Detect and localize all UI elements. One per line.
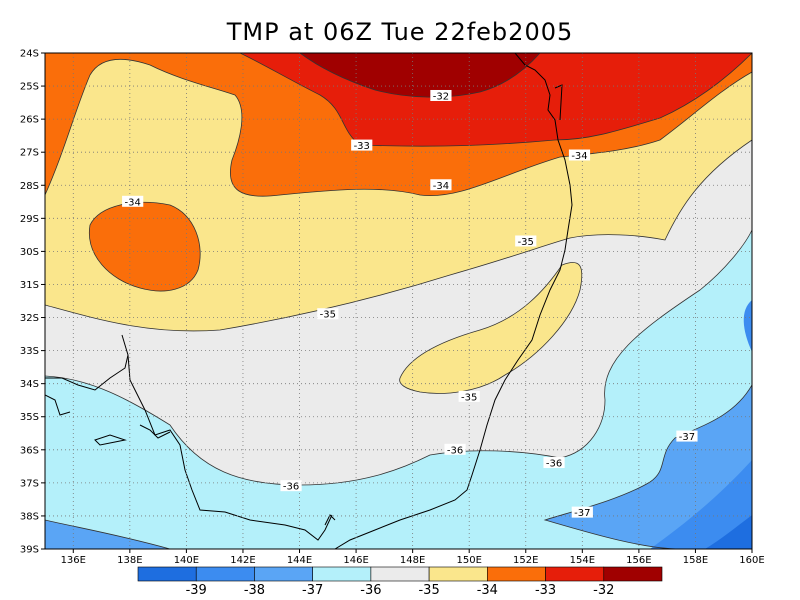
coastline-layer	[45, 53, 573, 549]
colorbar-swatch	[312, 566, 372, 582]
contour-label: -32	[433, 91, 449, 102]
lon-tick-label: 150E	[456, 555, 481, 566]
lat-tick-label: 30S	[20, 247, 39, 258]
colorbar-swatch	[254, 566, 313, 582]
contour-label-bg	[122, 195, 144, 207]
map-frame	[44, 52, 753, 550]
contour-label: -36	[447, 445, 463, 456]
lon-tick-label: 146E	[343, 555, 368, 566]
band-minus-33-west-blob	[89, 202, 201, 291]
contour-label: -34	[124, 197, 140, 208]
colorbar-swatch	[545, 566, 605, 582]
lon-tick-label: 140E	[174, 555, 199, 566]
colorbar-label: -39	[186, 583, 207, 598]
contour-label-bg	[351, 139, 373, 151]
lat-tick-label: 28S	[20, 181, 39, 192]
lat-tick-label: 35S	[20, 412, 39, 423]
colorbar-swatch	[370, 566, 430, 582]
lon-tick-label: 148E	[400, 555, 425, 566]
contour-labels: -32 -33 -34 -34 -34 -35 -35 -35 -36 -36 -36 -37 -37	[122, 89, 698, 519]
lon-tick-label: 160E	[739, 555, 764, 566]
contour-label: -36	[546, 459, 562, 470]
contour-label: -34	[433, 181, 449, 192]
band-minus-36	[45, 230, 752, 549]
colorbar-label: -36	[360, 583, 381, 598]
colorbar-label: -38	[244, 583, 265, 598]
colorbar: -39 -38 -37 -36 -35 -34 -33 -32	[137, 566, 663, 598]
band-minus-34-tongue	[399, 262, 582, 394]
contour-label-bg	[458, 390, 480, 402]
colorbar-swatch	[137, 566, 197, 582]
contour-label: -37	[574, 508, 590, 519]
contour-label: -35	[320, 310, 336, 321]
lon-tick-label: 152E	[513, 555, 538, 566]
contour-fill-layer	[45, 53, 752, 549]
lon-tick-label: 142E	[230, 555, 255, 566]
lat-tick-label: 31S	[20, 280, 39, 291]
contour-label-bg	[543, 457, 565, 469]
band-minus-31	[300, 53, 540, 98]
lat-tick-label: 37S	[20, 478, 39, 489]
lon-tick-label: 156E	[626, 555, 651, 566]
latitude-labels: 24S 25S 26S 27S 28S 29S 30S 31S 32S 33S 34S 35S 36S 3…	[20, 49, 39, 556]
axis-ticks	[41, 52, 753, 553]
colorbar-label: -37	[302, 583, 323, 598]
lat-tick-label: 39S	[20, 545, 39, 556]
band-minus-35	[45, 140, 752, 549]
contour-lines	[45, 53, 752, 549]
colorbar-label: -33	[535, 583, 556, 598]
lat-tick-label: 32S	[20, 313, 39, 324]
contour-label: -35	[461, 392, 477, 403]
lon-tick-label: 144E	[287, 555, 312, 566]
lon-tick-label: 154E	[570, 555, 595, 566]
contour-label-bg	[676, 430, 698, 442]
band-minus-39	[705, 515, 752, 549]
lon-tick-label: 136E	[61, 555, 86, 566]
contour-label-bg	[280, 480, 302, 492]
colorbar-swatch	[487, 566, 546, 582]
lat-tick-label: 26S	[20, 115, 39, 126]
lat-tick-label: 33S	[20, 346, 39, 357]
contour-label: -33	[354, 141, 370, 152]
colorbar-label: -35	[418, 583, 439, 598]
contour-label: -35	[518, 237, 534, 248]
band-minus-38	[650, 460, 752, 549]
colorbar-swatch	[603, 566, 663, 582]
band-minus-38-east-edge	[743, 300, 752, 352]
contour-label-bg	[571, 506, 593, 518]
contour-label: -34	[571, 151, 587, 162]
lat-tick-label: 24S	[20, 49, 39, 60]
contour-label-bg	[317, 308, 339, 320]
longitude-labels: 136E 138E 140E 142E 144E 146E 148E 150E 152E 154E…	[61, 555, 765, 566]
lat-tick-label: 38S	[20, 511, 39, 522]
contour-label-bg	[568, 149, 591, 161]
colorbar-swatch	[428, 566, 488, 582]
contour-label: -37	[679, 432, 695, 443]
contour-label-bg	[430, 89, 452, 101]
lat-tick-label: 27S	[20, 148, 39, 159]
colorbar-label: -34	[477, 583, 498, 598]
lat-tick-label: 36S	[20, 445, 39, 456]
lat-tick-label: 34S	[20, 379, 39, 390]
lon-tick-label: 158E	[683, 555, 708, 566]
lat-tick-label: 25S	[20, 82, 39, 93]
contour-label-bg	[515, 235, 537, 247]
lat-tick-label: 29S	[20, 214, 39, 225]
colorbar-label: -32	[593, 583, 614, 598]
contour-label-bg	[444, 443, 466, 455]
colorbar-swatch	[195, 566, 255, 582]
band-minus-37-west	[45, 520, 170, 549]
map-title: TMP at 06Z Tue 22feb2005	[226, 18, 574, 46]
grid-lines	[45, 53, 752, 549]
contour-label: -36	[283, 482, 299, 493]
lon-tick-label: 138E	[117, 555, 142, 566]
contour-label-bg	[430, 179, 452, 191]
band-minus-37	[545, 385, 752, 549]
